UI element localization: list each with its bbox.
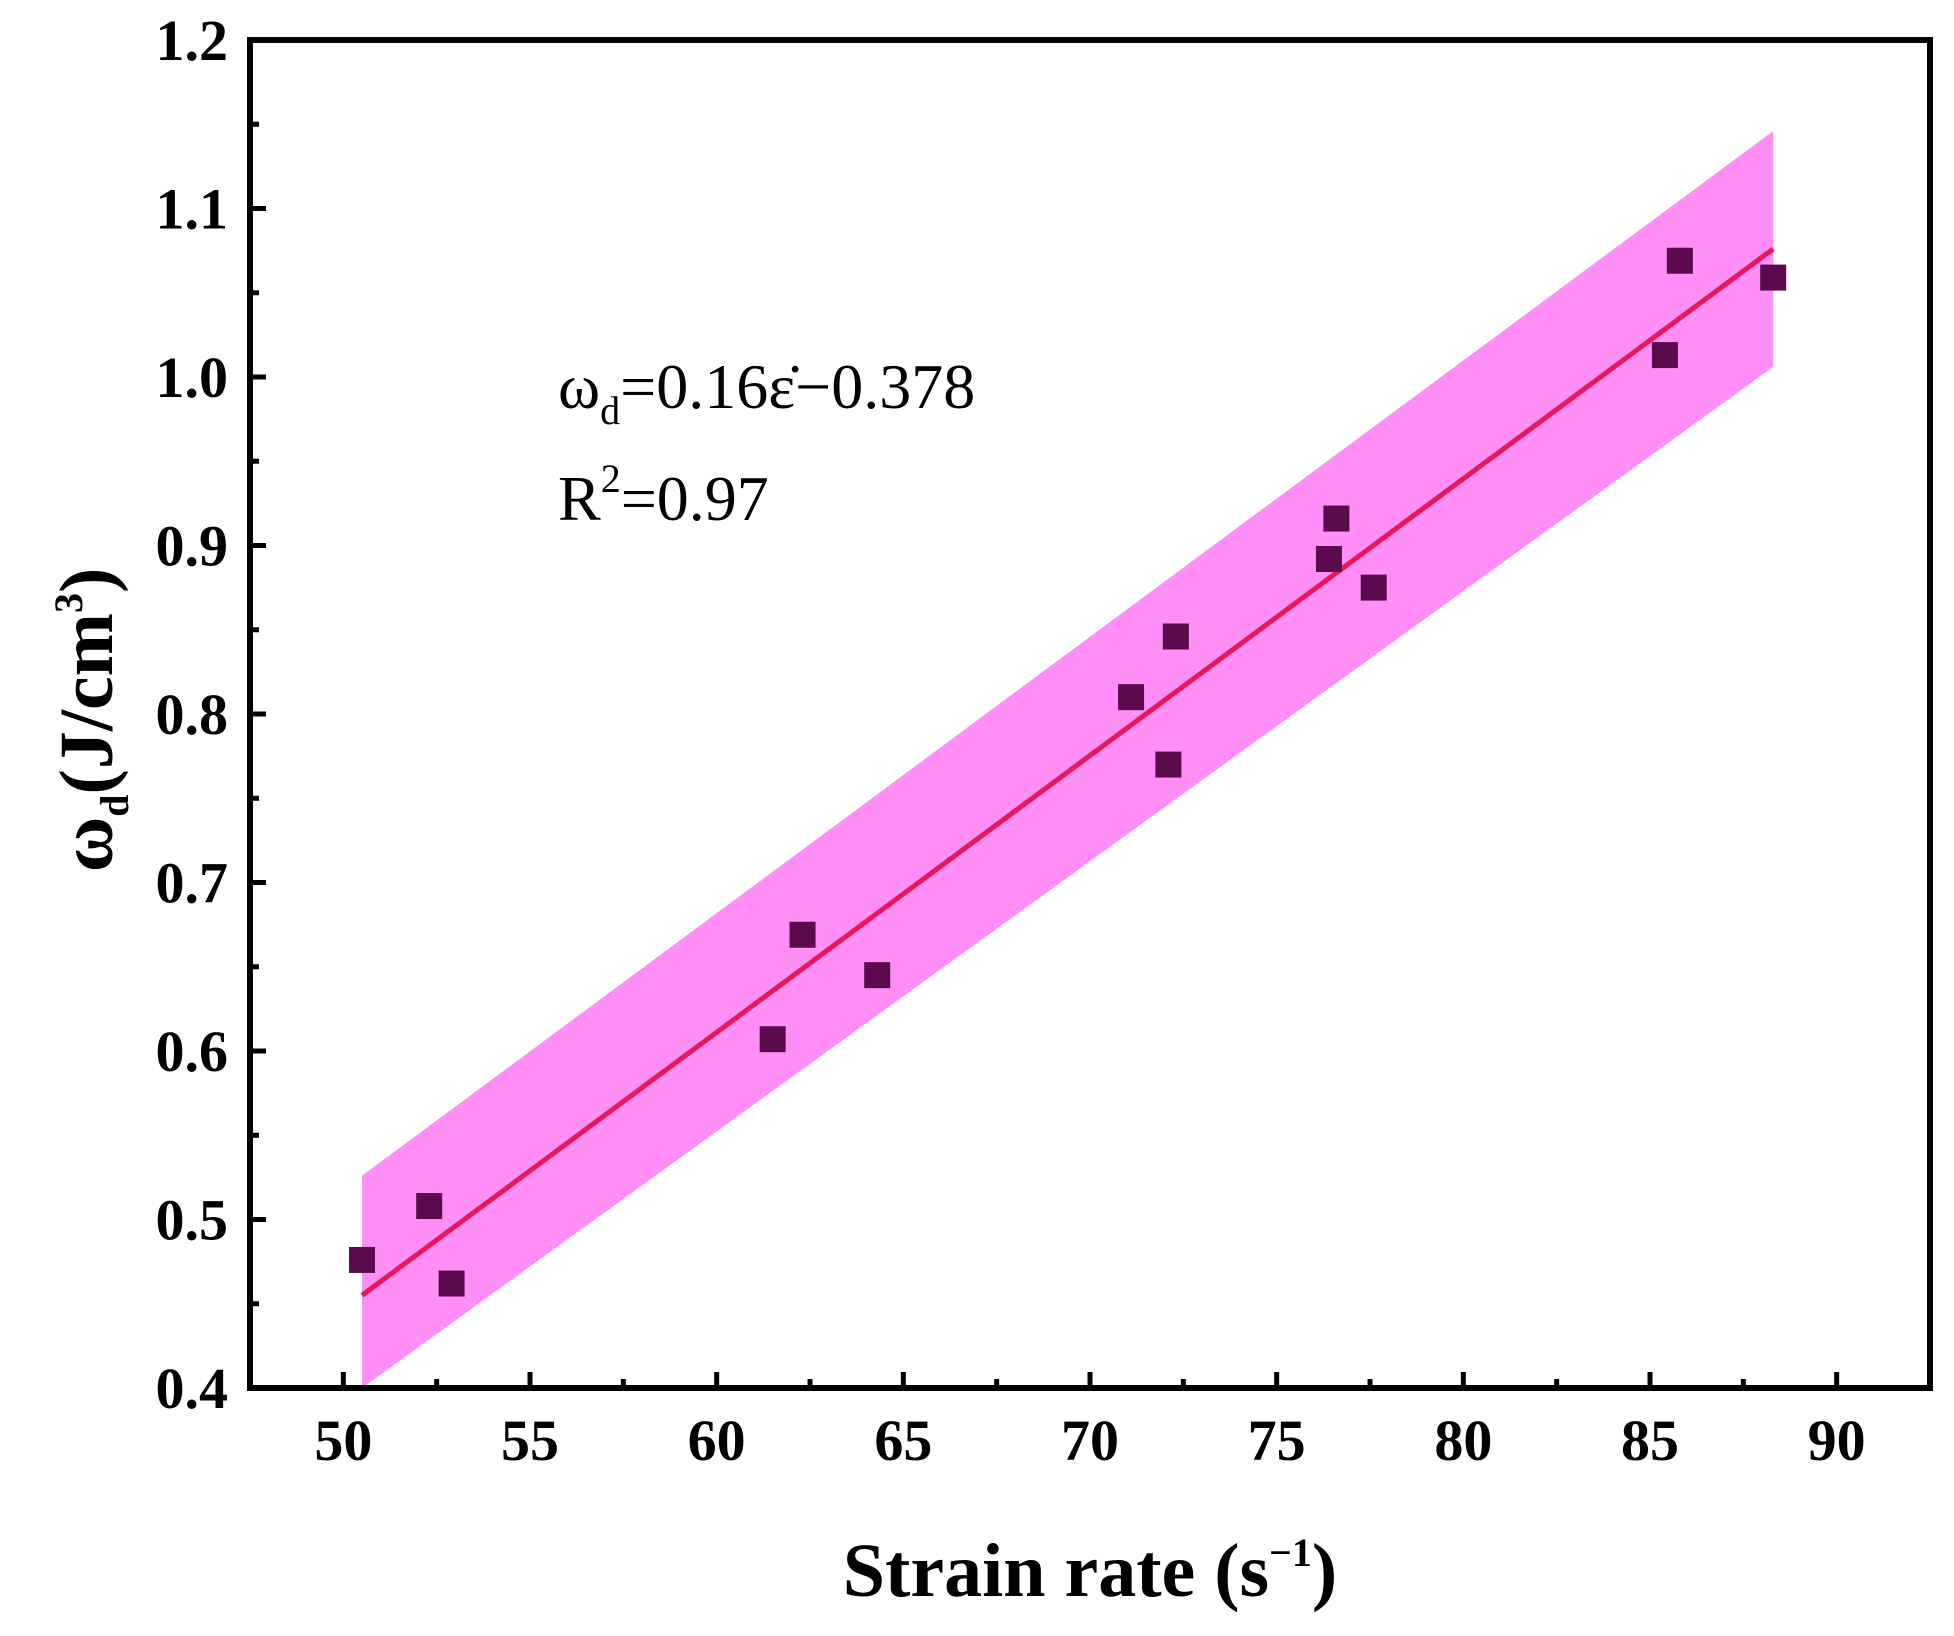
- r2-letter: R: [558, 463, 601, 534]
- y-axis-title-main: ω: [45, 817, 129, 873]
- x-axis-title-main: Strain rate (s: [843, 1529, 1269, 1613]
- x-tick-label: 65: [874, 1408, 932, 1473]
- data-points: [349, 247, 1787, 1297]
- data-point: [349, 1246, 375, 1273]
- y-axis-title-sup: 3: [46, 593, 91, 613]
- y-axis-title: ωd(J/cm3): [45, 568, 137, 873]
- x-tick-label: 90: [1808, 1408, 1866, 1473]
- data-point: [1666, 247, 1693, 274]
- x-axis-title-sup: −1: [1269, 1530, 1312, 1575]
- x-tick-label: 85: [1621, 1408, 1679, 1473]
- data-point: [789, 921, 816, 948]
- confidence-band: [362, 130, 1774, 1388]
- data-point: [1760, 264, 1787, 291]
- y-tick-label: 0.9: [156, 514, 229, 579]
- data-point: [1118, 684, 1145, 711]
- y-tick-label: 1.0: [156, 345, 229, 410]
- y-axis-title-sub: d: [92, 794, 137, 816]
- equation-sub: d: [600, 388, 620, 433]
- data-point: [1651, 342, 1678, 369]
- y-tick-label: 0.6: [156, 1019, 229, 1084]
- y-tick-label: 0.4: [156, 1356, 229, 1421]
- data-point: [1360, 574, 1387, 601]
- x-tick-label: 75: [1248, 1408, 1306, 1473]
- x-axis-title: Strain rate (s−1): [843, 1529, 1337, 1613]
- equation-annotation: ωd=0.16ε̇−0.378: [558, 351, 975, 433]
- y-tick-label: 1.1: [156, 177, 229, 242]
- data-point: [759, 1026, 786, 1053]
- y-tick-label: 0.8: [156, 682, 229, 747]
- data-point: [1323, 505, 1350, 532]
- x-tick-label: 55: [501, 1408, 559, 1473]
- equation-rest: =0.16ε̇−0.378: [620, 351, 975, 422]
- x-tick-label: 60: [688, 1408, 746, 1473]
- x-tick-label: 70: [1061, 1408, 1119, 1473]
- y-tick-labels: 0.4 0.5 0.6 0.7 0.8 0.9 1.0 1.1 1.2: [156, 8, 229, 1421]
- data-point: [1155, 751, 1182, 778]
- x-axis-title-close: ): [1312, 1529, 1337, 1613]
- y-tick-label: 1.2: [156, 8, 229, 73]
- fit-line: [360, 246, 1775, 1298]
- r-squared-annotation: R2=0.97: [558, 456, 769, 534]
- axis-ticks: [250, 37, 1840, 1391]
- data-point: [438, 1270, 465, 1297]
- data-point: [416, 1193, 443, 1220]
- y-tick-label: 0.7: [156, 851, 229, 916]
- data-point: [864, 962, 891, 989]
- fit-line-layer: [360, 246, 1775, 1298]
- equation-omega: ω: [558, 351, 600, 422]
- data-point: [1315, 545, 1342, 572]
- y-axis-title-close: ): [45, 568, 129, 593]
- y-tick-label: 0.5: [156, 1188, 229, 1253]
- y-axis-title-unit: (J/cm: [45, 613, 129, 794]
- x-tick-labels: 50 55 60 65 70 75 80 85 90: [314, 1408, 1865, 1473]
- x-tick-label: 50: [314, 1408, 372, 1473]
- r2-rest: =0.97: [621, 463, 769, 534]
- r2-sup: 2: [601, 456, 621, 501]
- data-point: [1162, 623, 1189, 650]
- x-tick-label: 80: [1434, 1408, 1492, 1473]
- confidence-band-layer: [362, 130, 1774, 1388]
